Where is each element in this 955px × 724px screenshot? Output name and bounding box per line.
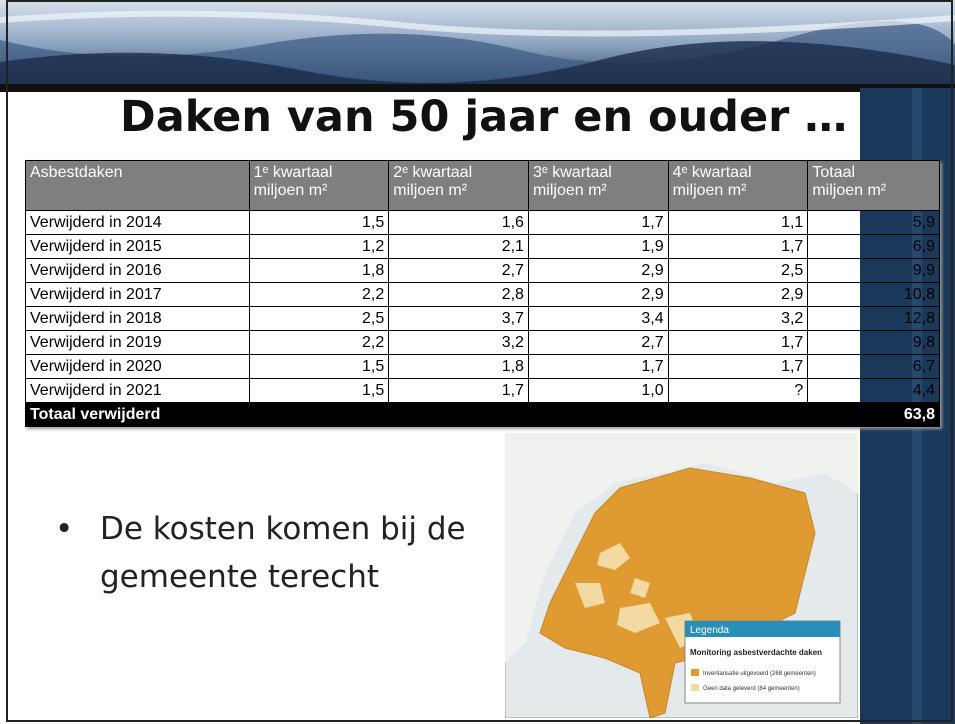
table-cell: 9,9 — [808, 259, 940, 283]
table-cell: 2,5 — [249, 307, 389, 331]
table-cell: 3,2 — [668, 307, 808, 331]
banner — [0, 0, 955, 92]
table-cell: 1,7 — [668, 331, 808, 355]
header-line: 2ᵉ kwartaal — [393, 164, 524, 182]
table-cell: 1,7 — [528, 355, 668, 379]
table-cell: 1,5 — [249, 379, 389, 403]
header-line: 1ᵉ kwartaal — [254, 164, 385, 182]
total-blank — [528, 403, 668, 427]
table-cell: 1,7 — [528, 211, 668, 235]
map: Legenda Monitoring asbestverdachte daken… — [505, 433, 858, 718]
table-cell: 2,9 — [528, 283, 668, 307]
header-line: 4ᵉ kwartaal — [673, 164, 804, 182]
table-cell: Verwijderd in 2016 — [26, 259, 250, 283]
header-line: miljoen m² — [393, 182, 524, 200]
table-cell: 2,2 — [249, 283, 389, 307]
header-cell: Asbestdaken — [26, 161, 250, 211]
table-cell: 6,7 — [808, 355, 940, 379]
table-cell: 2,7 — [528, 331, 668, 355]
table-cell: Verwijderd in 2018 — [26, 307, 250, 331]
table-cell: 5,9 — [808, 211, 940, 235]
header-line: Totaal — [812, 164, 935, 182]
table-cell: 2,8 — [389, 283, 529, 307]
table-cell: 1,0 — [528, 379, 668, 403]
table-cell: 1,7 — [668, 355, 808, 379]
header-line: miljoen m² — [812, 182, 935, 200]
table-cell: ? — [668, 379, 808, 403]
table-cell: 10,8 — [808, 283, 940, 307]
table-cell: 1,8 — [249, 259, 389, 283]
bullet: • De kosten komen bij de gemeente terecht — [55, 505, 475, 601]
header-line: miljoen m² — [673, 182, 804, 200]
table-cell: 3,2 — [389, 331, 529, 355]
table-cell: 2,9 — [668, 283, 808, 307]
table-cell: 2,7 — [389, 259, 529, 283]
table-cell: Verwijderd in 2017 — [26, 283, 250, 307]
table-cell: 3,7 — [389, 307, 529, 331]
table-cell: 2,2 — [249, 331, 389, 355]
header-line: miljoen m² — [533, 182, 664, 200]
table-cell: Verwijderd in 2015 — [26, 235, 250, 259]
table-cell: 1,8 — [389, 355, 529, 379]
map-legend: Legenda Monitoring asbestverdachte daken… — [685, 621, 840, 703]
table-cell: 1,7 — [668, 235, 808, 259]
table-cell: 1,5 — [249, 355, 389, 379]
table-cell: 3,4 — [528, 307, 668, 331]
table-cell: Verwijderd in 2021 — [26, 379, 250, 403]
total-blank — [668, 403, 808, 427]
bullet-text: De kosten komen bij de gemeente terecht — [100, 505, 475, 601]
table-cell: Verwijderd in 2019 — [26, 331, 250, 355]
total-blank — [249, 403, 389, 427]
table-cell: 1,2 — [249, 235, 389, 259]
table-cell: 2,1 — [389, 235, 529, 259]
table-cell: Verwijderd in 2014 — [26, 211, 250, 235]
table-cell: Verwijderd in 2020 — [26, 355, 250, 379]
table-cell: 1,1 — [668, 211, 808, 235]
legend-item: Inventarisatie uitgevoerd (268 gemeenten… — [703, 671, 816, 677]
total-blank — [389, 403, 529, 427]
header-line: miljoen m² — [254, 182, 385, 200]
table-cell: 1,5 — [249, 211, 389, 235]
total-label: Totaal verwijderd — [26, 403, 250, 427]
table-cell: 6,9 — [808, 235, 940, 259]
table-cell: 1,7 — [389, 379, 529, 403]
total-value: 63,8 — [808, 403, 940, 427]
bullets: • De kosten komen bij de gemeente terecht — [55, 505, 475, 601]
slide: Daken van 50 jaar en ouder … Asbestdaken… — [0, 0, 955, 724]
table-cell: 2,9 — [528, 259, 668, 283]
table-cell: 2,5 — [668, 259, 808, 283]
title: Daken van 50 jaar en ouder … — [120, 92, 860, 142]
header-line: Asbestdaken — [30, 164, 245, 182]
table-cell: 9,8 — [808, 331, 940, 355]
legend-subtitle: Monitoring asbestverdachte daken — [690, 648, 822, 657]
bullet-marker: • — [55, 505, 73, 553]
table-cell: 12,8 — [808, 307, 940, 331]
legend-title: Legenda — [690, 625, 729, 636]
table-cell: 4,4 — [808, 379, 940, 403]
total-row: Totaal verwijderd 63,8 — [26, 403, 940, 427]
legend-item: Geen data geleverd (84 gemeenten) — [703, 686, 800, 692]
header-line: 3ᵉ kwartaal — [533, 164, 664, 182]
table-cell: 1,6 — [389, 211, 529, 235]
table-cell: 1,9 — [528, 235, 668, 259]
